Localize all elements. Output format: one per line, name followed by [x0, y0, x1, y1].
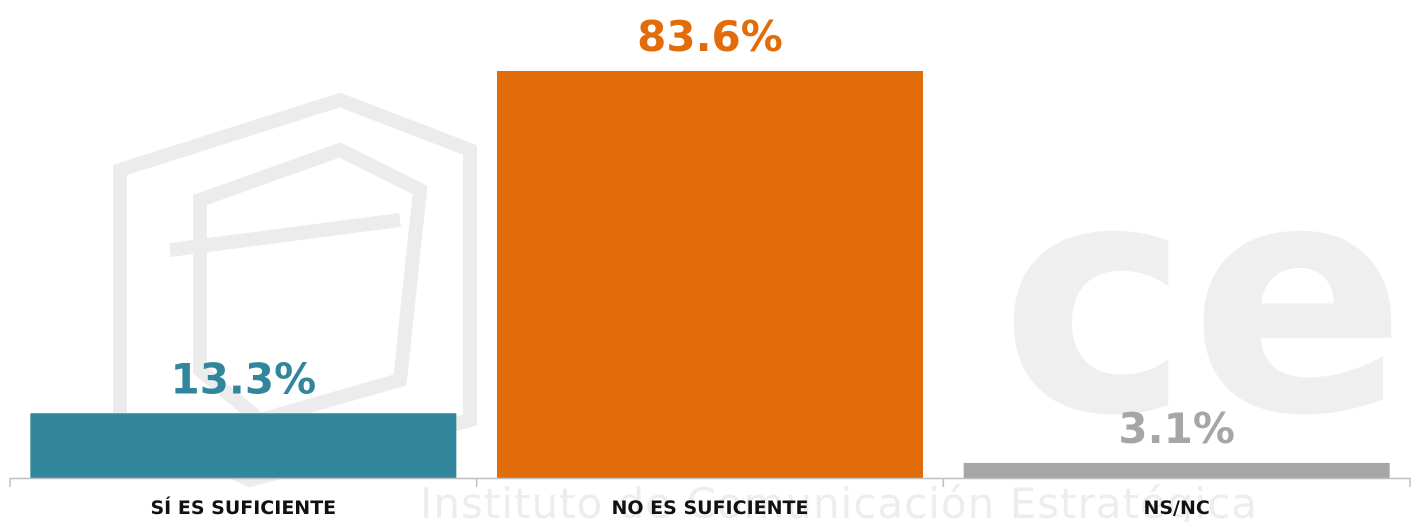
category-label-3: NS/NC [1143, 497, 1209, 519]
value-labels-group: 13.3% 83.6% 3.1% [170, 12, 1234, 453]
category-label-2: NO ES SUFICIENTE [612, 497, 809, 519]
watermark-logo-text: ce [1000, 114, 1407, 486]
category-label-1: SÍ ES SUFICIENTE [151, 496, 337, 519]
category-labels-group: SÍ ES SUFICIENTE NO ES SUFICIENTE NS/NC [151, 496, 1210, 519]
bar-2 [497, 71, 923, 478]
watermark-tagline: Instituto de Comunicación Estratégica [420, 479, 1258, 522]
data-label-3: 3.1% [1118, 404, 1234, 453]
data-label-1: 13.3% [170, 354, 316, 403]
x-axis [9, 477, 1411, 487]
watermark-logo: ce Instituto de Comunicación Estratégica [113, 92, 1407, 522]
bar-1 [30, 413, 457, 478]
bars-group [30, 71, 1390, 478]
data-label-2: 83.6% [637, 12, 783, 61]
bar-3 [963, 462, 1390, 478]
